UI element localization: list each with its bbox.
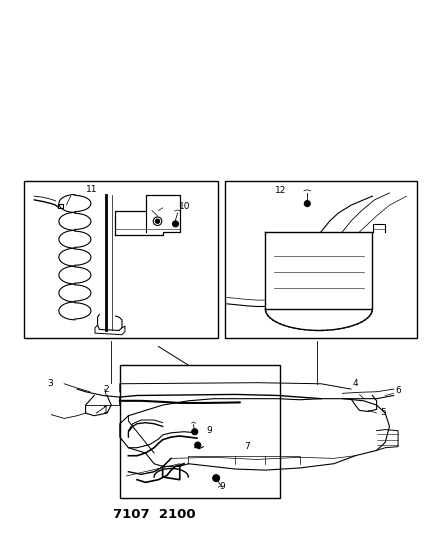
- Text: 9: 9: [220, 482, 226, 490]
- Circle shape: [213, 475, 220, 481]
- Text: 10: 10: [179, 203, 190, 211]
- Text: 7: 7: [244, 442, 250, 451]
- Text: 9: 9: [207, 426, 213, 435]
- Text: 3: 3: [48, 379, 54, 388]
- Text: 4: 4: [352, 379, 358, 388]
- Bar: [225, 181, 417, 338]
- Text: 1: 1: [103, 406, 109, 415]
- Circle shape: [172, 221, 178, 227]
- Text: 11: 11: [86, 185, 98, 194]
- Text: 2: 2: [103, 385, 109, 393]
- Circle shape: [155, 219, 160, 223]
- Bar: [120, 365, 280, 498]
- Text: 7107  2100: 7107 2100: [113, 508, 196, 521]
- Text: 5: 5: [380, 408, 386, 417]
- Circle shape: [192, 429, 198, 435]
- Text: 12: 12: [275, 187, 286, 195]
- Circle shape: [304, 200, 310, 207]
- Bar: [24, 181, 218, 338]
- Circle shape: [195, 442, 201, 448]
- Text: 6: 6: [395, 386, 401, 394]
